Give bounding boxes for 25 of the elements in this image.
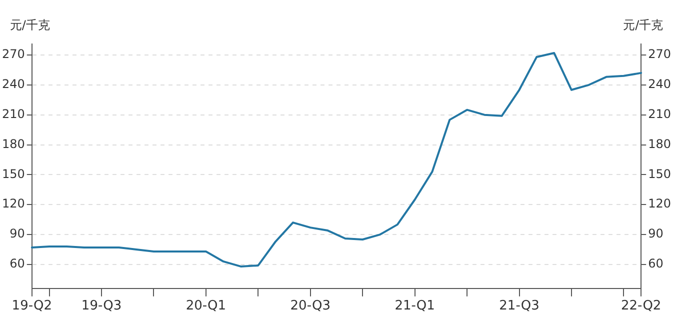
y-tick-label: 60 bbox=[10, 256, 25, 271]
y2-tick-label: 60 bbox=[648, 256, 664, 271]
y2-tick-label: 150 bbox=[648, 166, 671, 181]
y-tick-label: 210 bbox=[2, 106, 25, 121]
y2-tick-label: 120 bbox=[648, 196, 671, 211]
y2-axis-title: 元/千克 bbox=[623, 18, 664, 32]
x-tick-label: 19-Q3 bbox=[81, 298, 122, 314]
y-tick-label: 240 bbox=[2, 77, 25, 92]
y2-tick-label: 270 bbox=[648, 47, 671, 62]
x-tick-label: 20-Q3 bbox=[290, 298, 330, 314]
x-tick-label: 21-Q1 bbox=[394, 298, 435, 314]
y-tick-label: 180 bbox=[2, 136, 25, 151]
x-tick-label: 20-Q1 bbox=[186, 298, 226, 314]
y2-tick-label: 210 bbox=[648, 106, 671, 121]
y-axis-title: 元/千克 bbox=[10, 18, 50, 32]
y2-tick-label: 240 bbox=[648, 77, 671, 92]
x-tick-label: 22-Q2 bbox=[620, 298, 662, 314]
x-tick-label: 19-Q2 bbox=[12, 298, 52, 314]
y2-tick-label: 180 bbox=[648, 136, 671, 151]
y2-tick-label: 90 bbox=[648, 226, 664, 241]
y-tick-label: 150 bbox=[2, 166, 25, 181]
y-tick-label: 270 bbox=[2, 47, 25, 62]
y-tick-label: 120 bbox=[2, 196, 25, 211]
x-tick-label: 21-Q3 bbox=[499, 298, 540, 314]
y-tick-label: 90 bbox=[10, 226, 25, 241]
